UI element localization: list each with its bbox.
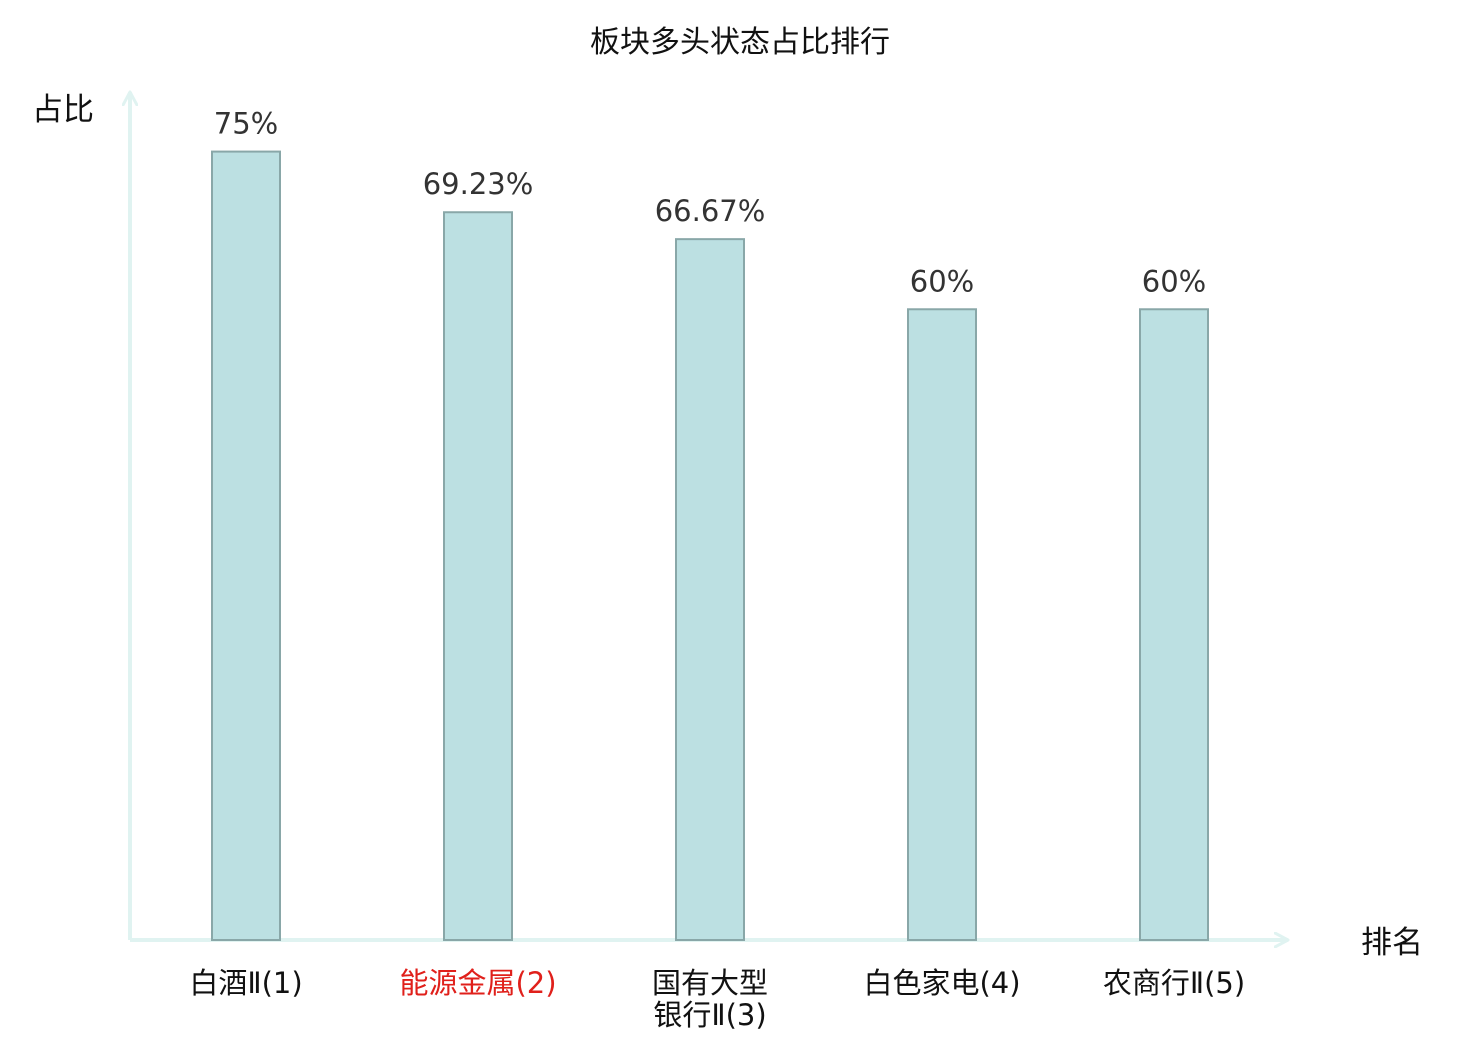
x-tick-label: 国有大型 bbox=[652, 966, 768, 1000]
bar bbox=[211, 150, 281, 941]
bar-value-label: 66.67% bbox=[655, 194, 766, 228]
bar-value-label: 60% bbox=[910, 264, 974, 298]
x-tick-label: 农商行Ⅱ(5) bbox=[1103, 966, 1245, 1000]
x-tick-label: 银行Ⅱ(3) bbox=[653, 998, 766, 1032]
bar bbox=[443, 211, 513, 942]
x-tick-label: 白色家电(4) bbox=[863, 966, 1020, 1000]
bar-value-label: 69.23% bbox=[423, 167, 534, 201]
bar bbox=[1139, 308, 1209, 941]
bar-value-label: 75% bbox=[214, 107, 278, 141]
x-tick-label: 能源金属(2) bbox=[399, 966, 556, 1000]
x-axis-label: 排名 bbox=[1361, 925, 1423, 961]
bar-value-label: 60% bbox=[1142, 264, 1206, 298]
x-tick-label: 白酒Ⅱ(1) bbox=[189, 966, 302, 1000]
bar bbox=[907, 308, 977, 941]
y-axis-label: 占比 bbox=[32, 92, 94, 128]
value-labels-group: 75% 69.23% 66.67% 60% 60% bbox=[214, 107, 1206, 299]
bars-group bbox=[211, 150, 1209, 942]
chart-title: 板块多头状态占比排行 bbox=[590, 25, 890, 60]
bar bbox=[675, 238, 745, 941]
